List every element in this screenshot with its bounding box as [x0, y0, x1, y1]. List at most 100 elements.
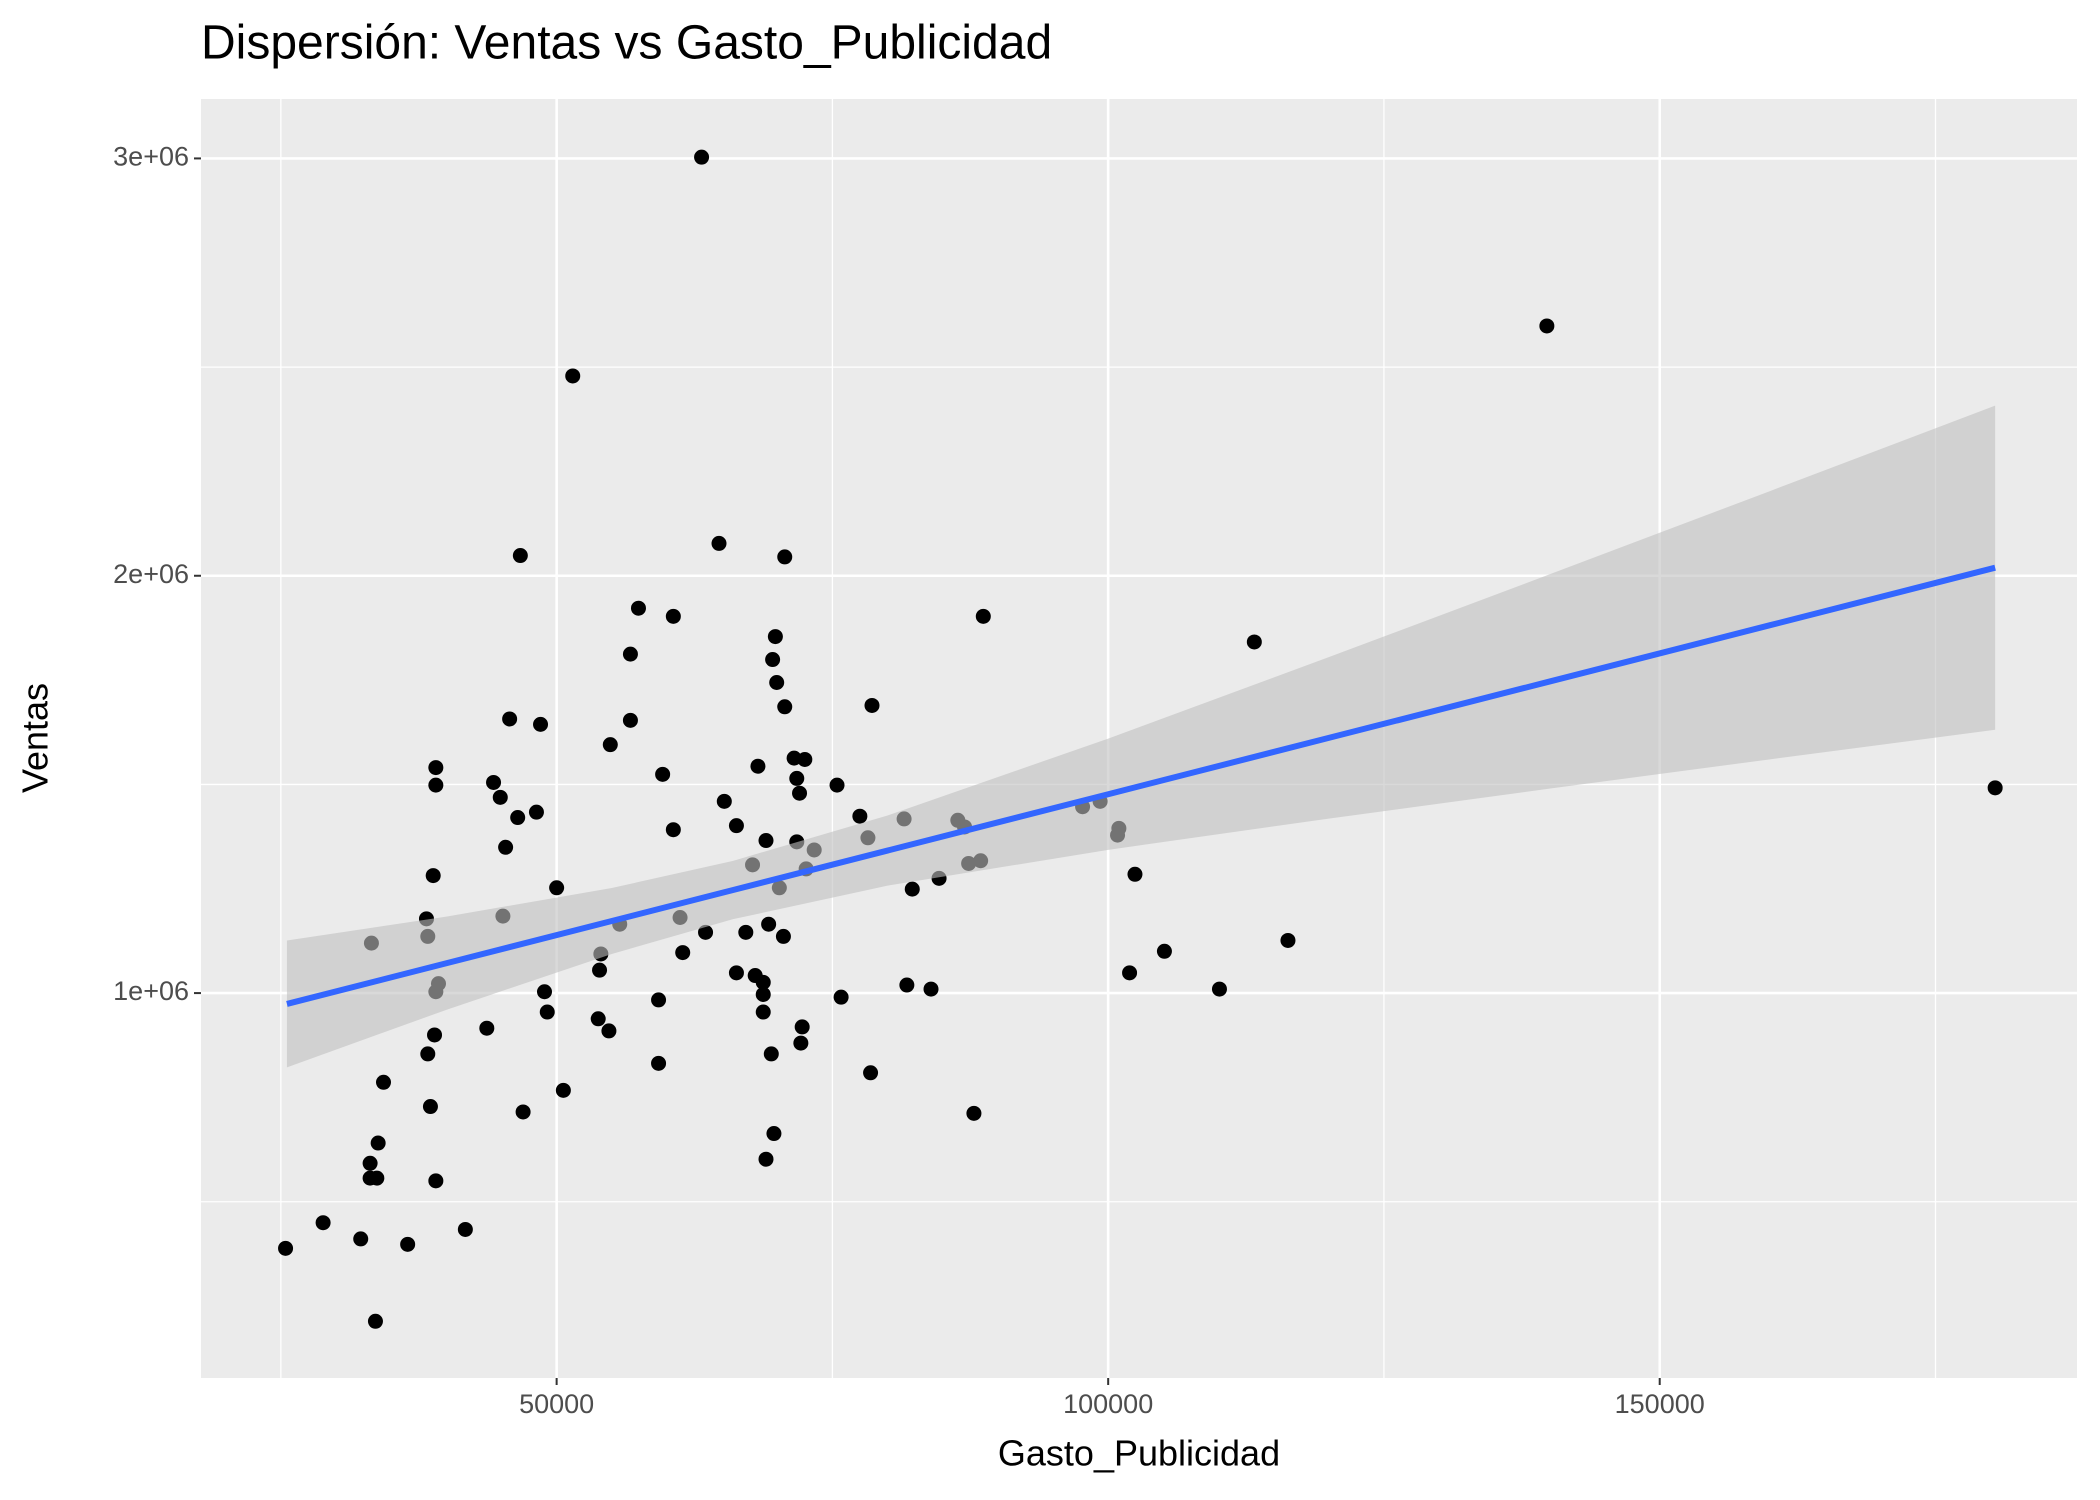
- data-point: [766, 1126, 782, 1142]
- data-point: [367, 1313, 383, 1329]
- data-point: [797, 751, 813, 767]
- data-point: [555, 1082, 571, 1098]
- data-point: [755, 974, 771, 990]
- data-point: [422, 1099, 438, 1115]
- data-point: [539, 1004, 555, 1020]
- data-point: [793, 1035, 809, 1051]
- data-point: [1987, 780, 2003, 796]
- data-point: [400, 1236, 416, 1252]
- data-point: [370, 1135, 386, 1151]
- data-point: [763, 1046, 779, 1062]
- data-point: [369, 1170, 385, 1186]
- data-point: [738, 924, 754, 940]
- data-point: [533, 716, 549, 732]
- data-point: [498, 839, 514, 855]
- data-point: [353, 1231, 369, 1247]
- data-point: [515, 1104, 531, 1120]
- data-point: [777, 699, 793, 715]
- data-point: [665, 608, 681, 624]
- data-point: [1539, 318, 1555, 334]
- data-point: [601, 1023, 617, 1039]
- fit-line: [286, 564, 1996, 1007]
- data-point: [1246, 634, 1262, 650]
- data-point: [975, 608, 991, 624]
- data-point: [655, 766, 671, 782]
- data-point: [758, 833, 774, 849]
- data-point: [665, 822, 681, 838]
- data-point: [457, 1221, 473, 1237]
- confidence-band: [286, 405, 1996, 1068]
- y-tick-label: 2e+06: [113, 559, 189, 589]
- data-point: [630, 600, 646, 616]
- data-point: [1156, 943, 1172, 959]
- data-point: [622, 712, 638, 728]
- x-tick-label: 100000: [1063, 1389, 1153, 1419]
- data-point: [420, 1046, 436, 1062]
- data-point: [966, 1105, 982, 1121]
- data-point: [852, 808, 868, 824]
- data-point: [899, 977, 915, 993]
- data-point: [590, 1011, 606, 1027]
- data-point: [592, 962, 608, 978]
- data-point: [479, 1020, 495, 1036]
- data-point: [486, 774, 502, 790]
- data-point: [651, 992, 667, 1008]
- data-point: [536, 984, 552, 1000]
- data-point: [602, 737, 618, 753]
- data-point: [904, 881, 920, 897]
- data-point: [863, 1065, 879, 1081]
- data-point: [1280, 932, 1296, 948]
- data-point: [789, 770, 805, 786]
- data-point: [528, 804, 544, 820]
- y-tick-label: 1e+06: [113, 976, 189, 1006]
- data-point: [428, 1173, 444, 1189]
- data-point: [502, 711, 518, 727]
- data-point: [425, 868, 441, 884]
- data-point: [711, 535, 727, 551]
- data-point: [758, 1151, 774, 1167]
- data-point: [428, 760, 444, 776]
- data-point: [376, 1074, 392, 1090]
- data-point: [675, 945, 691, 961]
- data-point: [315, 1215, 331, 1231]
- data-point: [755, 986, 771, 1002]
- data-point: [761, 916, 777, 932]
- data-point: [923, 981, 939, 997]
- data-point: [728, 965, 744, 981]
- chart-title: Dispersión: Ventas vs Gasto_Publicidad: [201, 17, 1052, 70]
- data-point: [428, 777, 444, 793]
- data-point: [492, 789, 508, 805]
- data-point: [728, 818, 744, 834]
- data-point: [698, 924, 714, 940]
- data-point: [512, 548, 528, 564]
- data-point: [694, 149, 710, 165]
- data-point: [792, 785, 808, 801]
- data-point: [794, 1019, 810, 1035]
- data-point: [427, 1027, 443, 1043]
- data-point: [1211, 981, 1227, 997]
- data-point: [750, 758, 766, 774]
- data-point: [622, 646, 638, 662]
- y-tick-label: 3e+06: [113, 142, 189, 172]
- data-point: [1127, 866, 1143, 882]
- data-point: [651, 1055, 667, 1071]
- data-point: [278, 1240, 294, 1256]
- x-tick-label: 50000: [519, 1389, 594, 1419]
- data-point: [833, 989, 849, 1005]
- data-point: [864, 697, 880, 713]
- data-point: [1122, 965, 1138, 981]
- data-point: [775, 928, 791, 944]
- x-axis-title: Gasto_Publicidad: [998, 1433, 1280, 1474]
- data-point: [549, 880, 565, 896]
- data-point: [777, 549, 793, 565]
- data-point: [362, 1155, 378, 1171]
- data-point: [767, 629, 783, 645]
- data-point: [765, 652, 781, 668]
- data-point: [716, 793, 732, 809]
- data-point: [510, 810, 526, 826]
- data-point: [565, 368, 581, 384]
- y-axis-title: Ventas: [15, 683, 56, 793]
- data-point: [769, 675, 785, 691]
- data-point: [755, 1004, 771, 1020]
